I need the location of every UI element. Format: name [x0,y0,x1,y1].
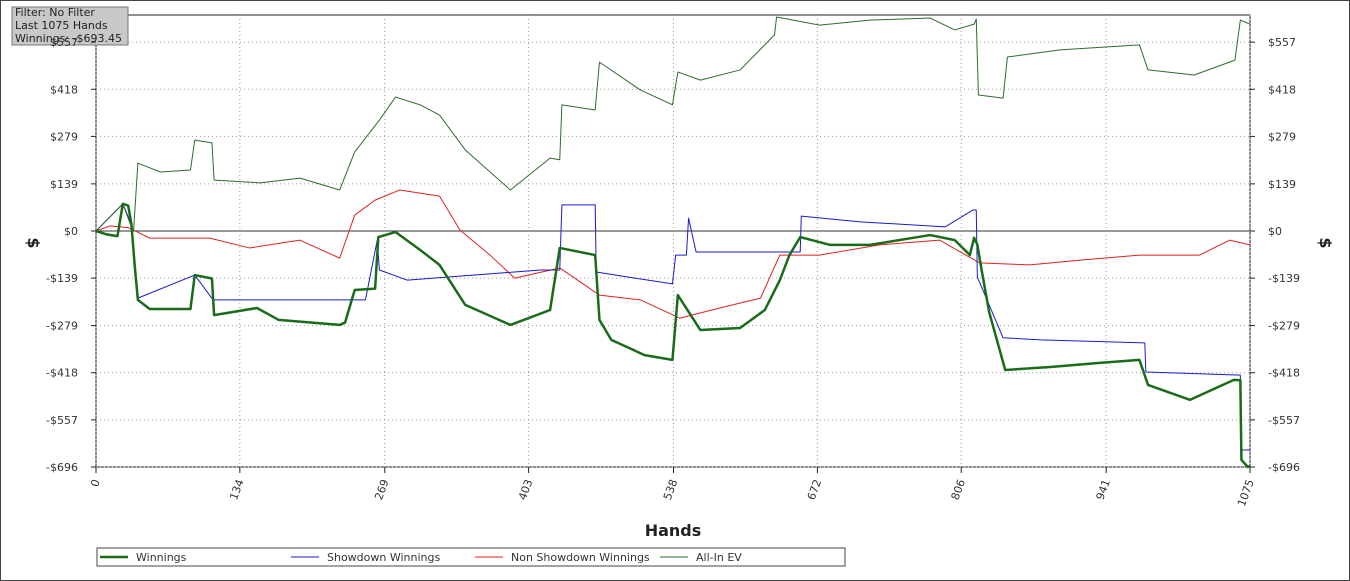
legend-label: All-In EV [696,551,742,564]
y-tick-label: -$557 [46,414,78,427]
y2-tick-label: -$279 [1268,320,1300,333]
y2-tick-label: -$139 [1268,272,1300,285]
y2-tick-label: -$418 [1268,367,1300,380]
y2-tick-label: $418 [1268,83,1296,96]
series-line [95,203,1250,451]
y-axis-title: $ [24,237,43,248]
y-tick-label: $279 [50,130,78,143]
plot-area [95,14,1251,468]
y-tick-label: $0 [64,225,78,238]
legend-label: Winnings [136,551,187,564]
y-tick-label: $418 [50,83,78,96]
y2-tick-label: $557 [1268,36,1296,49]
y2-tick-label: -$696 [1268,461,1300,474]
x-tick-label: 0 [88,478,103,489]
info-filter: Filter: No Filter [15,6,95,19]
y-tick-label: -$139 [46,272,78,285]
y2-tick-label: $279 [1268,130,1296,143]
legend [96,547,846,567]
legend-label: Showdown Winnings [327,551,441,564]
legend-label: Non Showdown Winnings [511,551,650,564]
y-tick-label: -$418 [46,367,78,380]
y-tick-label: $557 [50,36,78,49]
y2-tick-label: $139 [1268,178,1296,191]
y2-tick-label: -$557 [1268,414,1300,427]
y-tick-label: -$696 [46,461,78,474]
y-tick-label: -$279 [46,320,78,333]
y-tick-label: $139 [50,178,78,191]
info-hands: Last 1075 Hands [15,19,108,32]
plot [95,15,1251,469]
y2-axis-title: $ [1316,237,1335,248]
x-axis-title: Hands [645,521,702,540]
series-line [95,189,1251,319]
series-line [95,202,1251,469]
series-line [95,16,1251,232]
info-box [11,6,129,46]
y2-tick-label: $0 [1268,225,1282,238]
